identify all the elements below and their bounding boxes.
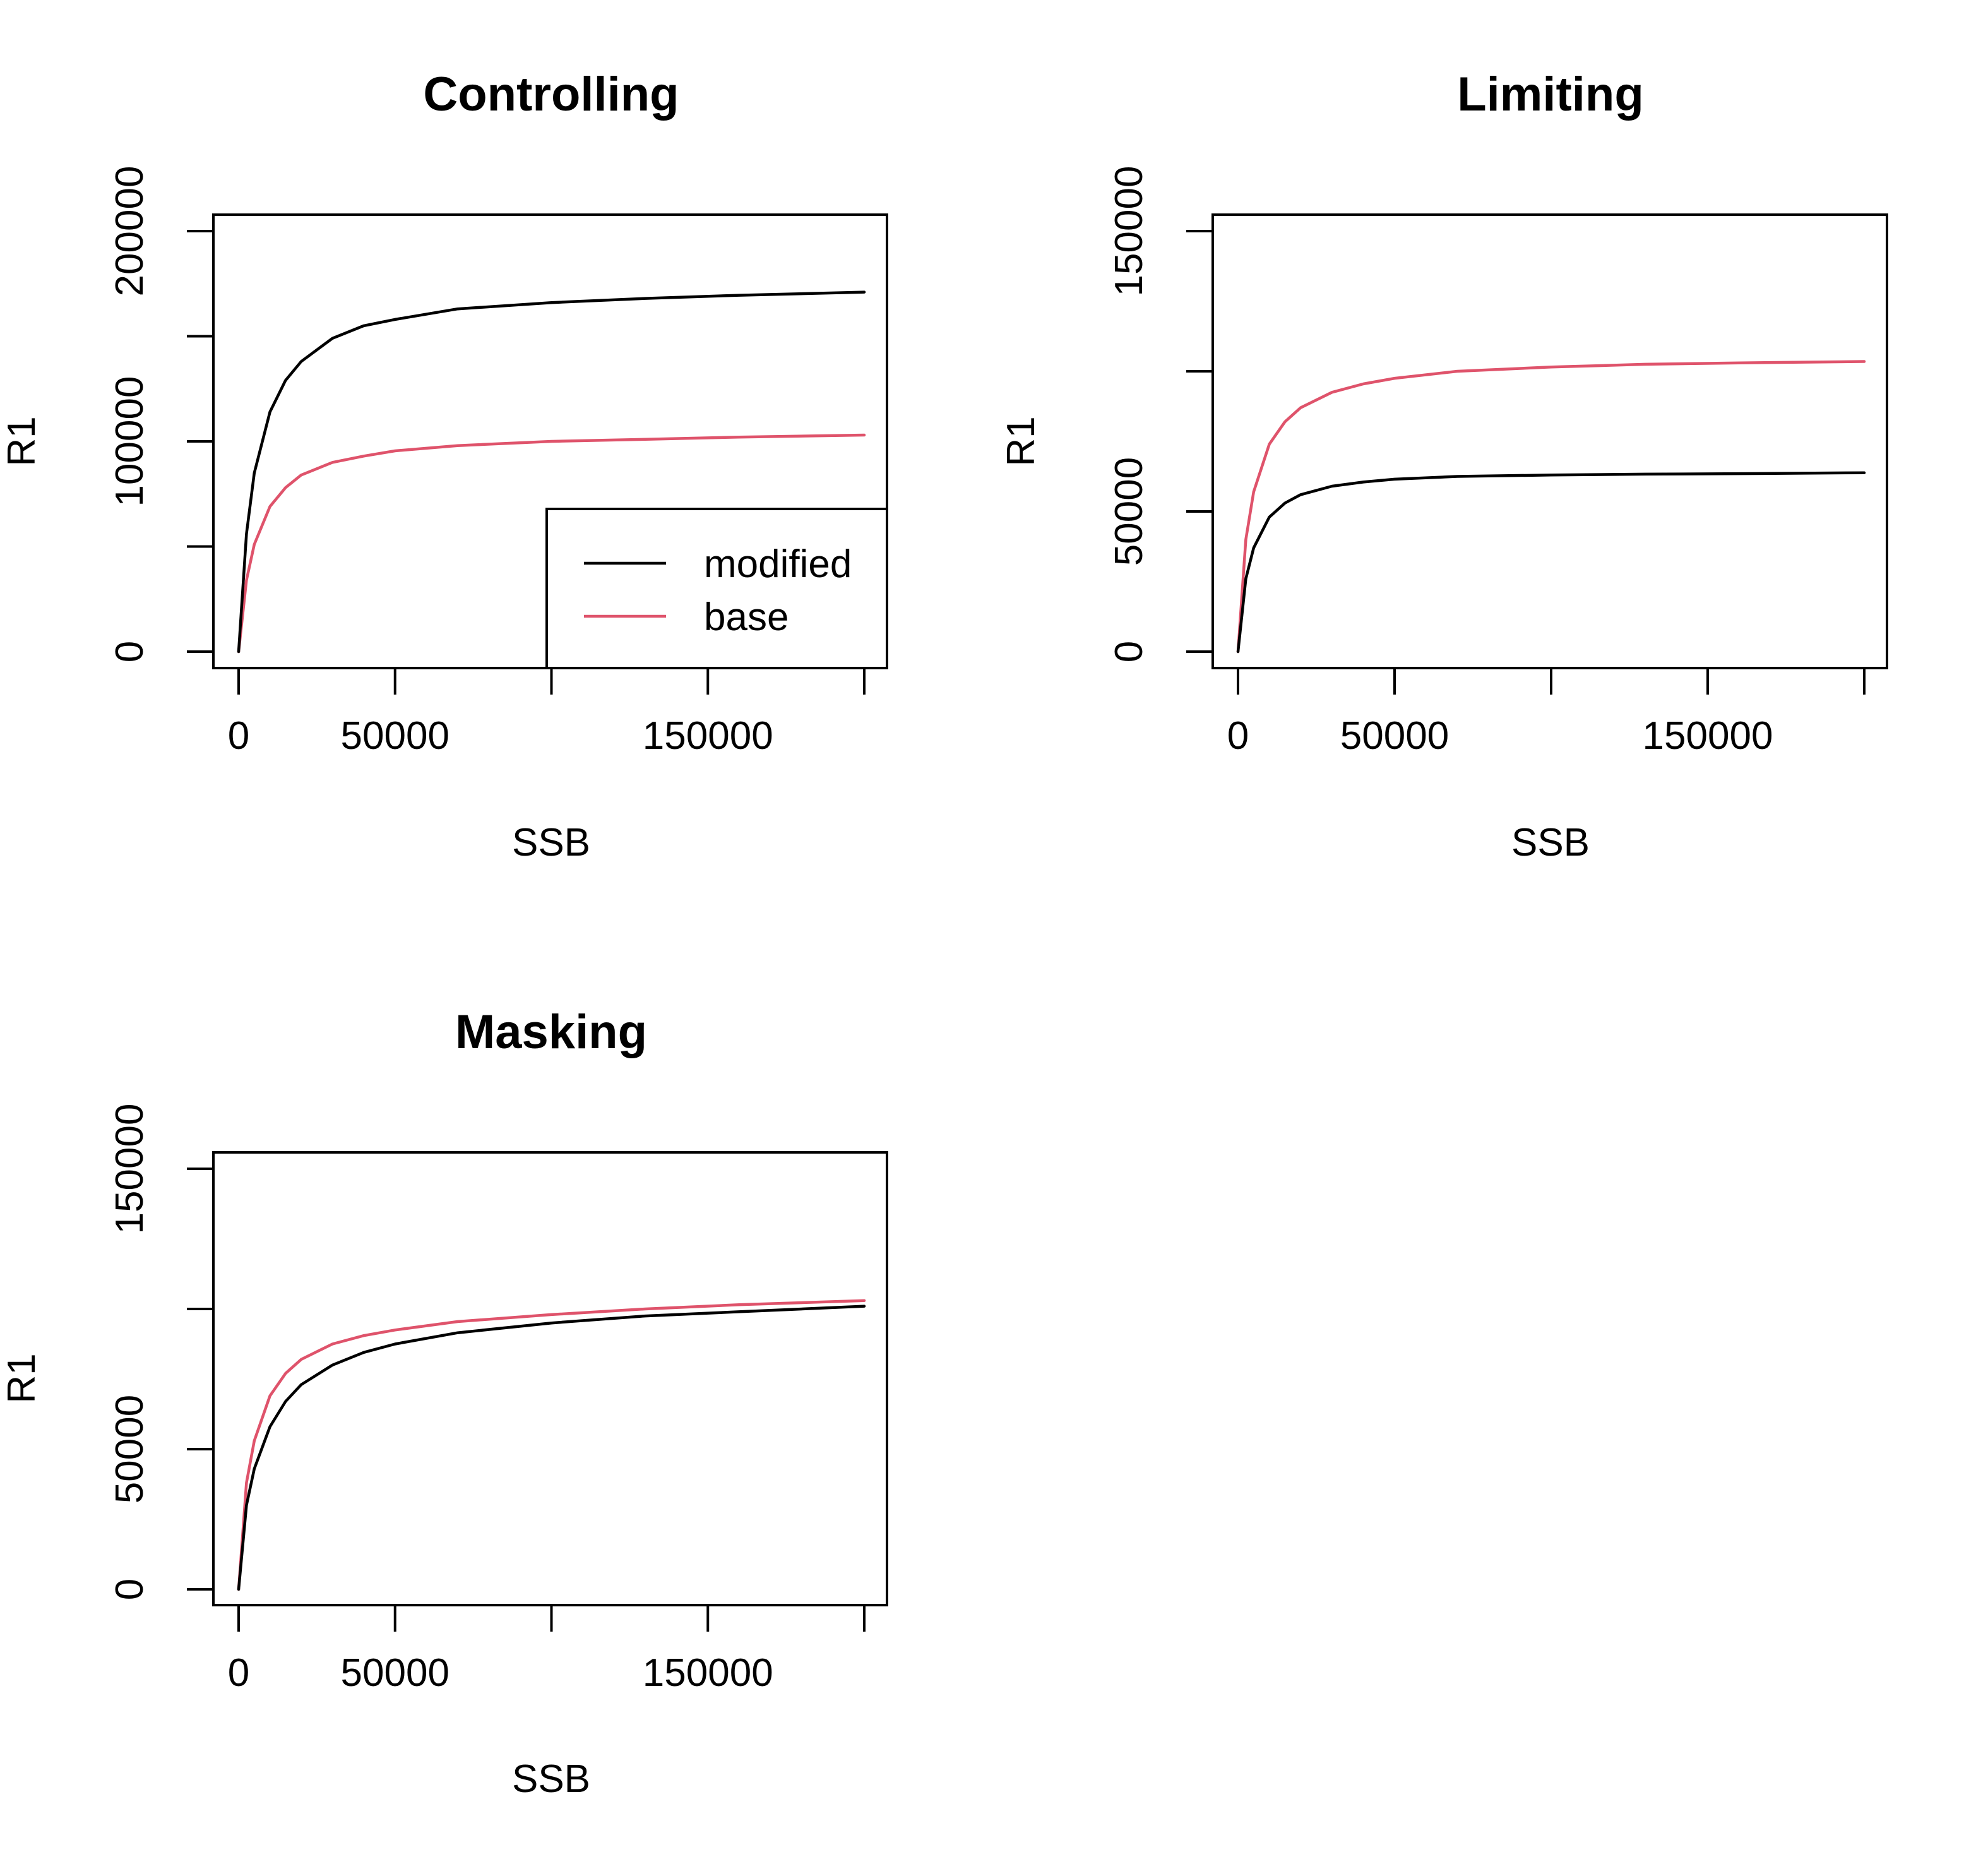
x-tick-label: 0	[228, 714, 249, 758]
legend-label-base: base	[704, 595, 789, 639]
y-tick-label: 200000	[108, 166, 152, 297]
y-tick-label: 0	[108, 1579, 152, 1600]
panels: Controlling 0 50000 150000 0 100000 200000 SSB R…	[0, 68, 1888, 1801]
chart-panel-2: Limiting 0 50000 150000 0 50000 150000 SSB R1	[999, 68, 1888, 864]
chart-title: Controlling	[423, 68, 679, 121]
y-tick-label: 100000	[108, 376, 152, 507]
x-tick-label: 50000	[341, 714, 449, 758]
legend-label-modified: modified	[704, 542, 852, 586]
series-line-modified	[237, 1305, 866, 1591]
chart-panel-1: Controlling 0 50000 150000 0 100000 200000 SSB R…	[0, 68, 888, 864]
x-tick-label: 150000	[643, 714, 773, 758]
y-axis-label: R1	[999, 416, 1043, 466]
x-tick-label: 50000	[341, 1651, 449, 1695]
x-tick-label: 150000	[643, 1651, 773, 1695]
y-tick-label: 50000	[108, 1395, 152, 1503]
series-line-base	[237, 433, 866, 654]
series-line-base	[1236, 360, 1866, 654]
y-tick-label: 50000	[1107, 457, 1151, 566]
y-axis-label: R1	[0, 1353, 44, 1403]
x-tick-label: 0	[228, 1651, 249, 1695]
y-tick-label: 150000	[108, 1104, 152, 1234]
legend-box	[545, 508, 888, 669]
x-tick-label: 0	[1227, 714, 1249, 758]
chart-title: Masking	[455, 1005, 647, 1059]
y-tick-label: 150000	[1107, 166, 1151, 297]
x-tick-label: 50000	[1340, 714, 1449, 758]
y-axis-label: R1	[0, 416, 44, 466]
chart-panel-3: Masking 0 50000 150000 0 50000 150000 SSB R1	[0, 1005, 888, 1801]
series-line-base	[237, 1299, 866, 1591]
y-tick-label: 0	[1107, 641, 1151, 662]
x-axis-label: SSB	[512, 821, 590, 864]
x-axis-label: SSB	[1511, 821, 1590, 864]
series-line-modified	[237, 290, 866, 654]
y-tick-label: 0	[108, 641, 152, 662]
series-line-modified	[1236, 471, 1866, 654]
legend: modified base	[545, 508, 888, 669]
x-tick-label: 150000	[1643, 714, 1773, 758]
chart-title: Limiting	[1457, 68, 1644, 121]
x-axis-label: SSB	[512, 1757, 590, 1801]
